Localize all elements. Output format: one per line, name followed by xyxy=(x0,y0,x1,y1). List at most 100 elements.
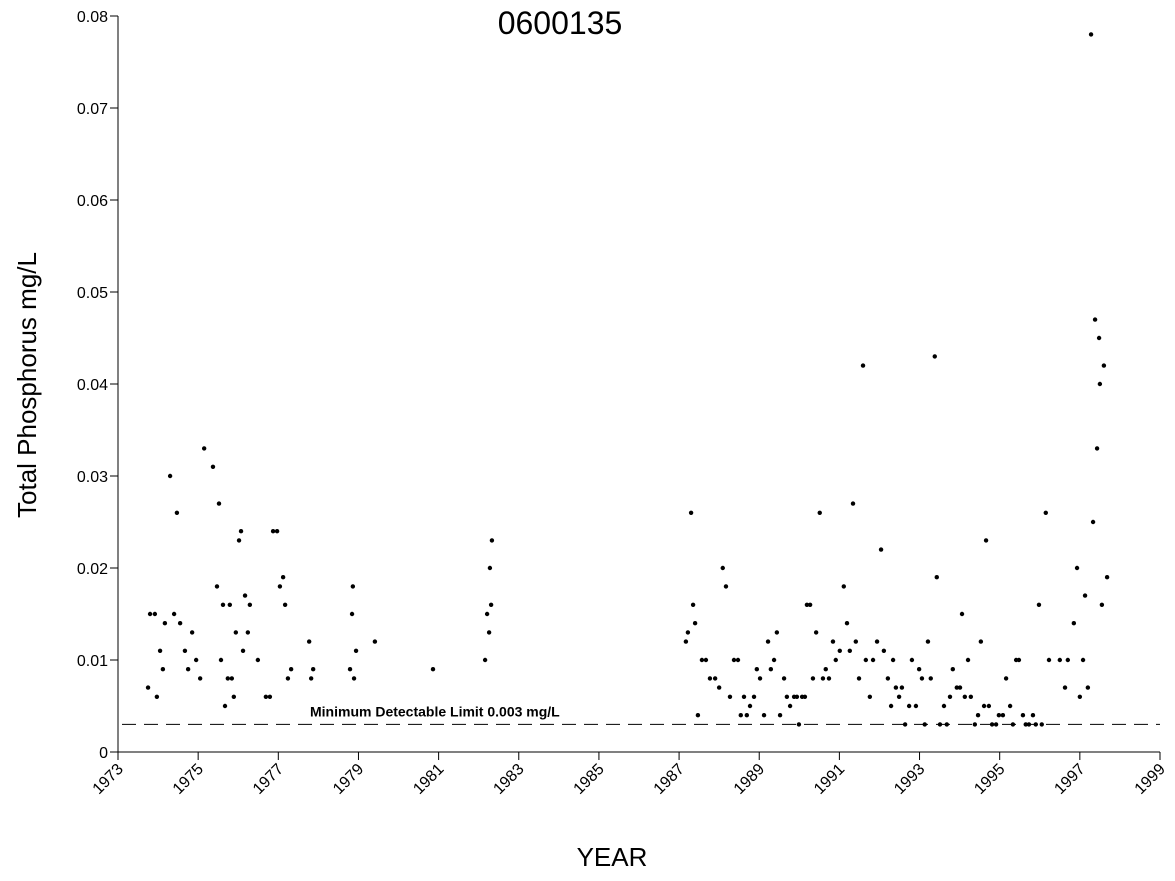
data-point xyxy=(218,657,224,663)
data-point xyxy=(784,694,790,699)
data-point xyxy=(983,538,989,543)
data-point xyxy=(225,676,231,681)
data-point xyxy=(720,565,725,571)
data-point xyxy=(1082,593,1088,598)
y-tick-label: 0.07 xyxy=(77,101,108,118)
y-tick-label: 0.06 xyxy=(77,193,108,210)
data-point xyxy=(157,648,163,653)
y-tick-label: 0.01 xyxy=(77,653,108,670)
data-point xyxy=(703,657,709,663)
y-tick-label: 0 xyxy=(99,745,108,762)
data-point xyxy=(856,676,862,681)
data-point xyxy=(210,464,216,469)
data-point xyxy=(820,676,826,681)
chart-title: 0600135 xyxy=(498,5,623,41)
data-point xyxy=(177,621,183,626)
data-point xyxy=(255,657,261,663)
data-point xyxy=(167,473,173,479)
data-point xyxy=(941,703,947,709)
data-point xyxy=(1023,722,1028,727)
data-point xyxy=(978,639,984,644)
data-point xyxy=(1033,722,1038,727)
x-tick-label: 1979 xyxy=(330,761,367,798)
data-point xyxy=(830,639,836,644)
x-tick-label: 1991 xyxy=(811,761,848,798)
data-point xyxy=(833,657,838,663)
data-point xyxy=(263,694,269,699)
data-point xyxy=(962,694,968,699)
x-tick-label: 1981 xyxy=(410,761,447,798)
data-point xyxy=(802,694,808,699)
data-point xyxy=(182,648,188,653)
data-point xyxy=(288,667,294,672)
data-point xyxy=(751,694,757,699)
data-point xyxy=(1077,694,1083,699)
data-point xyxy=(349,611,355,617)
data-point xyxy=(989,722,995,727)
x-tick-label: 1993 xyxy=(891,761,928,798)
x-tick-label: 1975 xyxy=(170,761,207,798)
data-point xyxy=(353,648,359,653)
data-point xyxy=(1071,621,1077,626)
data-point xyxy=(1057,657,1063,663)
data-point xyxy=(152,611,158,617)
data-point xyxy=(957,685,963,690)
data-point xyxy=(807,602,813,607)
data-point xyxy=(267,694,273,699)
data-point xyxy=(282,602,288,607)
data-point xyxy=(885,676,891,681)
data-point xyxy=(735,657,741,663)
y-tick-label: 0.03 xyxy=(77,469,108,486)
data-point xyxy=(1101,363,1107,368)
data-point xyxy=(837,648,842,653)
data-point xyxy=(896,694,902,699)
data-point xyxy=(787,703,793,709)
data-point xyxy=(707,676,713,681)
data-point xyxy=(220,602,226,607)
data-point xyxy=(1104,575,1110,580)
data-point xyxy=(160,667,166,672)
data-point xyxy=(489,538,495,543)
data-point xyxy=(231,694,237,699)
data-point xyxy=(238,529,244,534)
data-point xyxy=(482,657,488,663)
data-point xyxy=(712,676,718,681)
data-point xyxy=(1065,657,1071,663)
x-axis-label: YEAR xyxy=(577,842,648,872)
data-point xyxy=(716,685,722,690)
data-point xyxy=(944,722,949,727)
data-point xyxy=(754,667,760,672)
data-point xyxy=(185,667,191,672)
data-point xyxy=(1036,602,1042,607)
y-axis-label: Total Phosphorus mg/L xyxy=(12,252,42,518)
data-point xyxy=(486,630,492,635)
data-point xyxy=(174,510,180,515)
data-point xyxy=(867,694,873,699)
data-point xyxy=(683,639,689,644)
data-point xyxy=(193,657,199,663)
data-point xyxy=(738,713,743,718)
data-point xyxy=(860,363,866,368)
data-point xyxy=(347,667,353,672)
data-point xyxy=(968,694,974,699)
data-point xyxy=(229,676,235,681)
data-point xyxy=(1088,32,1094,37)
data-point xyxy=(1094,446,1100,451)
data-point xyxy=(695,713,701,718)
x-tick-label: 1999 xyxy=(1132,761,1169,798)
data-point xyxy=(690,602,696,607)
data-point xyxy=(306,639,312,644)
data-point xyxy=(201,446,207,451)
data-point xyxy=(484,611,490,617)
data-point xyxy=(937,722,943,727)
data-point xyxy=(925,639,931,644)
data-point xyxy=(847,648,853,653)
x-tick-label: 1995 xyxy=(971,761,1008,798)
data-point xyxy=(954,685,960,690)
data-point xyxy=(823,667,828,672)
data-point xyxy=(1080,657,1086,663)
data-point xyxy=(741,694,747,699)
data-point xyxy=(1096,335,1102,341)
x-tick-label: 1977 xyxy=(250,761,287,798)
